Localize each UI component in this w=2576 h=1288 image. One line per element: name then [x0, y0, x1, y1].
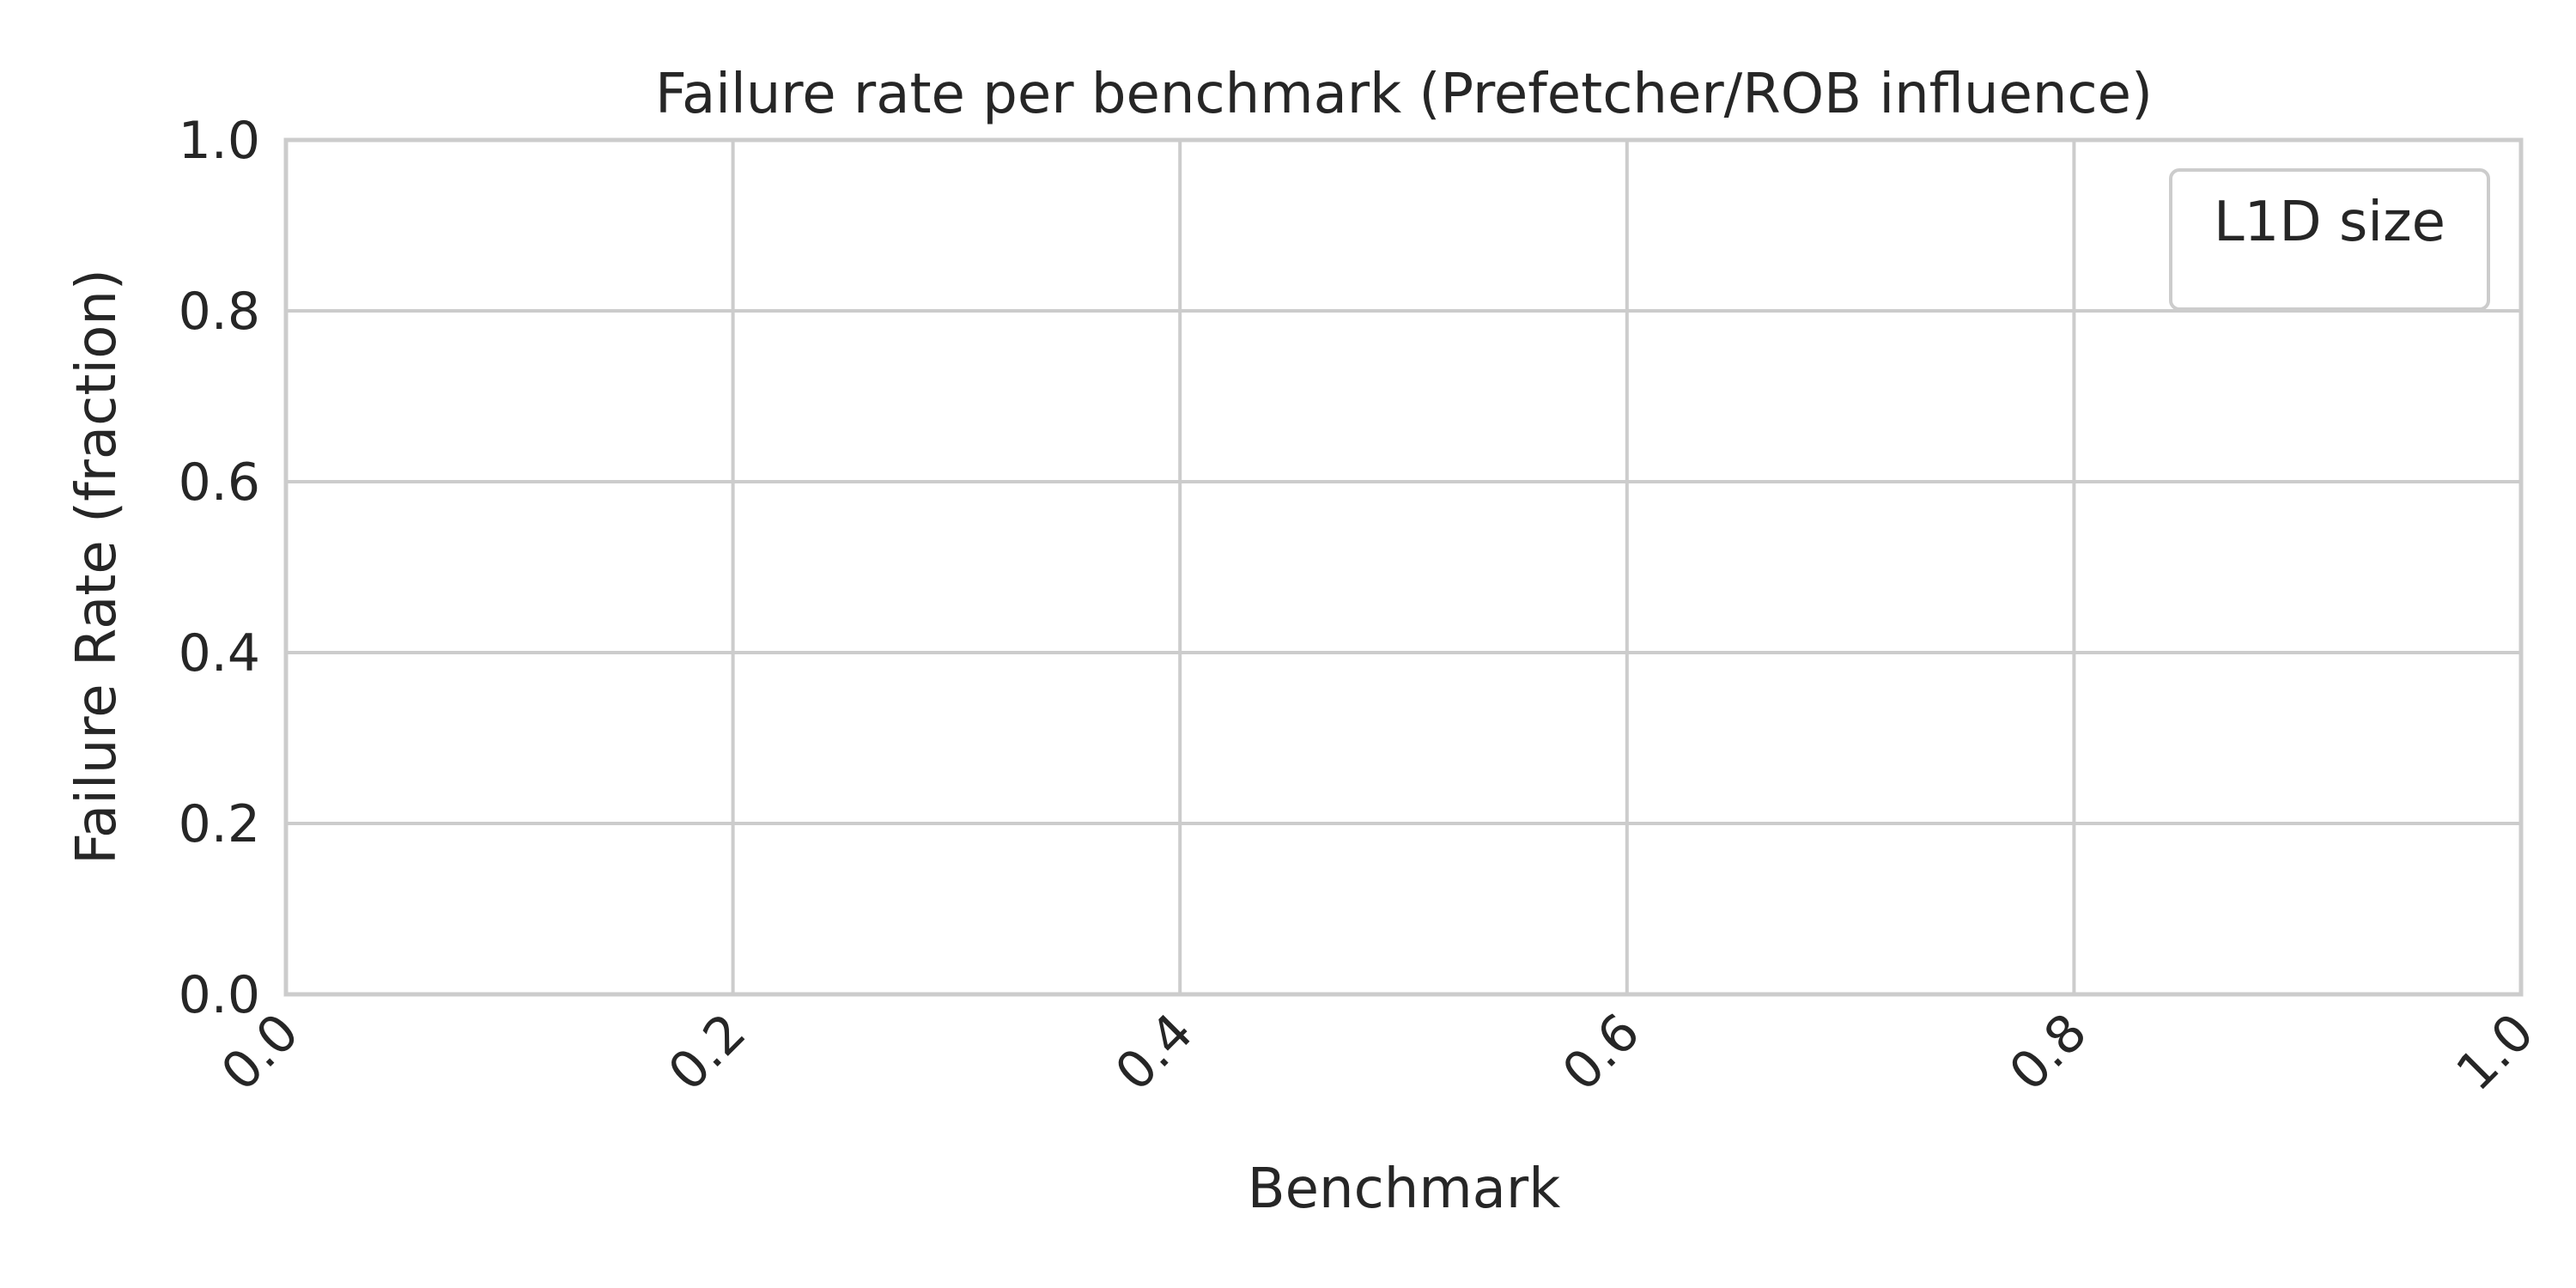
y-axis-label: Failure Rate (fraction) — [65, 269, 129, 865]
y-tick-label: 0.6 — [179, 453, 260, 513]
y-tick-label: 1.0 — [179, 111, 260, 171]
legend-box — [2169, 168, 2490, 311]
legend-title: L1D size — [2214, 191, 2445, 254]
plot-area-frame — [283, 137, 2524, 997]
chart-title: Failure rate per benchmark (Prefetcher/R… — [655, 63, 2153, 126]
y-tick-label: 0.4 — [179, 623, 260, 683]
y-tick-labels: 0.0 0.2 0.4 0.6 0.8 1.0 — [179, 111, 260, 1025]
x-axis-label: Benchmark — [1248, 1157, 1561, 1221]
legend: L1D size — [2169, 168, 2490, 311]
y-tick-label: 0.8 — [179, 282, 260, 342]
y-tick-label: 0.2 — [179, 794, 260, 854]
y-tick-label: 0.0 — [179, 965, 260, 1025]
